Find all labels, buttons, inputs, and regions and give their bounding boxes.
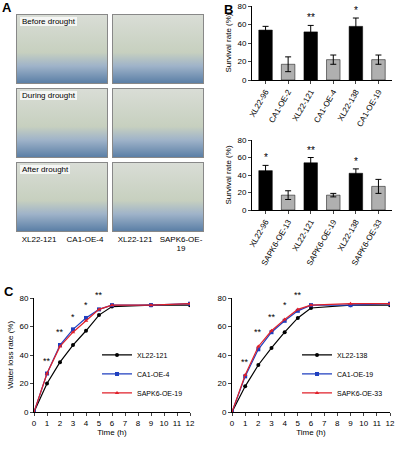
html-text:After drought: After drought — [22, 165, 69, 174]
svg-text:11: 11 — [373, 419, 382, 428]
html-text:XL22-121: XL22-121 — [21, 235, 57, 244]
svg-text:**: ** — [241, 357, 249, 367]
svg-text:0: 0 — [242, 206, 247, 215]
svg-text:*: * — [283, 300, 287, 310]
svg-text:CA1-OE-4: CA1-OE-4 — [137, 371, 169, 378]
svg-text:80: 80 — [19, 294, 28, 303]
svg-text:Survival rate (%): Survival rate (%) — [224, 13, 233, 72]
svg-text:4: 4 — [282, 419, 287, 428]
svg-text:9: 9 — [149, 419, 154, 428]
svg-text:Time (h): Time (h) — [296, 428, 326, 437]
svg-text:11: 11 — [173, 419, 182, 428]
svg-text:1: 1 — [243, 419, 248, 428]
svg-text:0: 0 — [242, 76, 247, 85]
svg-text:XL22-138: XL22-138 — [336, 88, 361, 123]
svg-text:SAPK6-OE-19: SAPK6-OE-19 — [305, 218, 339, 268]
svg-text:0: 0 — [32, 419, 37, 428]
svg-text:XL22-121: XL22-121 — [291, 218, 316, 253]
svg-text:5: 5 — [296, 419, 301, 428]
svg-text:60: 60 — [217, 322, 226, 331]
svg-text:1: 1 — [45, 419, 50, 428]
svg-text:XL22-138: XL22-138 — [337, 352, 367, 359]
svg-text:B: B — [224, 2, 233, 17]
svg-text:40: 40 — [237, 39, 246, 48]
svg-text:40: 40 — [237, 171, 246, 180]
svg-text:0: 0 — [222, 408, 227, 417]
svg-text:CA1-OE-2: CA1-OE-2 — [267, 88, 294, 125]
svg-text:10: 10 — [359, 419, 368, 428]
svg-text:SAPK6-OE-33: SAPK6-OE-33 — [337, 390, 382, 397]
svg-text:7: 7 — [123, 419, 128, 428]
svg-text:SAPK6-OE-19: SAPK6-OE-19 — [137, 390, 182, 397]
svg-text:CA1-OE-19: CA1-OE-19 — [337, 371, 373, 378]
svg-text:60: 60 — [237, 20, 246, 29]
svg-text:Survival rate (%): Survival rate (%) — [224, 145, 233, 204]
svg-text:60: 60 — [19, 322, 28, 331]
svg-text:*: * — [264, 152, 268, 163]
svg-text:0: 0 — [230, 419, 235, 428]
svg-text:Water loss rate (%): Water loss rate (%) — [6, 321, 15, 389]
svg-text:C: C — [4, 284, 14, 299]
svg-text:**: ** — [56, 327, 64, 337]
svg-text:*: * — [354, 156, 358, 167]
svg-text:12: 12 — [186, 419, 195, 428]
html-text:Before drought: Before drought — [22, 17, 75, 26]
svg-text:10: 10 — [160, 419, 169, 428]
html-text:A: A — [2, 0, 12, 15]
svg-text:4: 4 — [84, 419, 89, 428]
svg-text:SAPK6-OE-33: SAPK6-OE-33 — [350, 218, 384, 268]
svg-text:80: 80 — [217, 294, 226, 303]
svg-text:*: * — [354, 5, 358, 16]
svg-text:**: ** — [43, 356, 51, 366]
svg-text:20: 20 — [19, 379, 28, 388]
html-text:SAPK6-OE-19: SAPK6-OE-19 — [159, 235, 203, 253]
svg-text:7: 7 — [322, 419, 327, 428]
svg-text:6: 6 — [309, 419, 314, 428]
svg-text:8: 8 — [335, 419, 340, 428]
html-text:During drought: During drought — [22, 91, 75, 100]
svg-text:**: ** — [307, 12, 315, 23]
svg-text:60: 60 — [237, 153, 246, 162]
svg-text:*: * — [71, 312, 75, 322]
svg-text:2: 2 — [58, 419, 63, 428]
svg-text:40: 40 — [217, 351, 226, 360]
html-text:XL22-121: XL22-121 — [117, 235, 153, 244]
svg-text:20: 20 — [237, 188, 246, 197]
svg-text:XL22-96: XL22-96 — [248, 218, 271, 249]
svg-text:XL22-121: XL22-121 — [137, 352, 167, 359]
svg-text:CA1-OE-4: CA1-OE-4 — [312, 88, 339, 125]
svg-text:3: 3 — [71, 419, 76, 428]
svg-text:9: 9 — [348, 419, 353, 428]
html-text:CA1-OE-4: CA1-OE-4 — [66, 235, 104, 244]
svg-text:**: ** — [254, 327, 262, 337]
svg-text:20: 20 — [217, 379, 226, 388]
svg-text:0: 0 — [24, 408, 29, 417]
svg-text:2: 2 — [256, 419, 261, 428]
svg-text:8: 8 — [136, 419, 141, 428]
svg-text:80: 80 — [237, 136, 246, 145]
svg-text:40: 40 — [19, 351, 28, 360]
svg-text:Time (h): Time (h) — [97, 428, 127, 437]
svg-text:6: 6 — [110, 419, 115, 428]
svg-text:**: ** — [294, 290, 302, 300]
svg-text:5: 5 — [97, 419, 102, 428]
svg-text:12: 12 — [386, 419, 395, 428]
svg-text:**: ** — [268, 312, 276, 322]
svg-text:XL22-121: XL22-121 — [291, 88, 316, 123]
svg-text:*: * — [84, 300, 88, 310]
svg-text:XL22-96: XL22-96 — [248, 88, 271, 119]
svg-text:20: 20 — [237, 57, 246, 66]
svg-text:CA1-OE-19: CA1-OE-19 — [355, 88, 384, 129]
svg-text:XL22-138: XL22-138 — [336, 218, 361, 253]
svg-text:3: 3 — [269, 419, 274, 428]
svg-text:SAPK6-OE-13: SAPK6-OE-13 — [260, 218, 294, 268]
svg-text:**: ** — [95, 290, 103, 300]
svg-text:**: ** — [307, 145, 315, 156]
svg-text:80: 80 — [237, 2, 246, 11]
